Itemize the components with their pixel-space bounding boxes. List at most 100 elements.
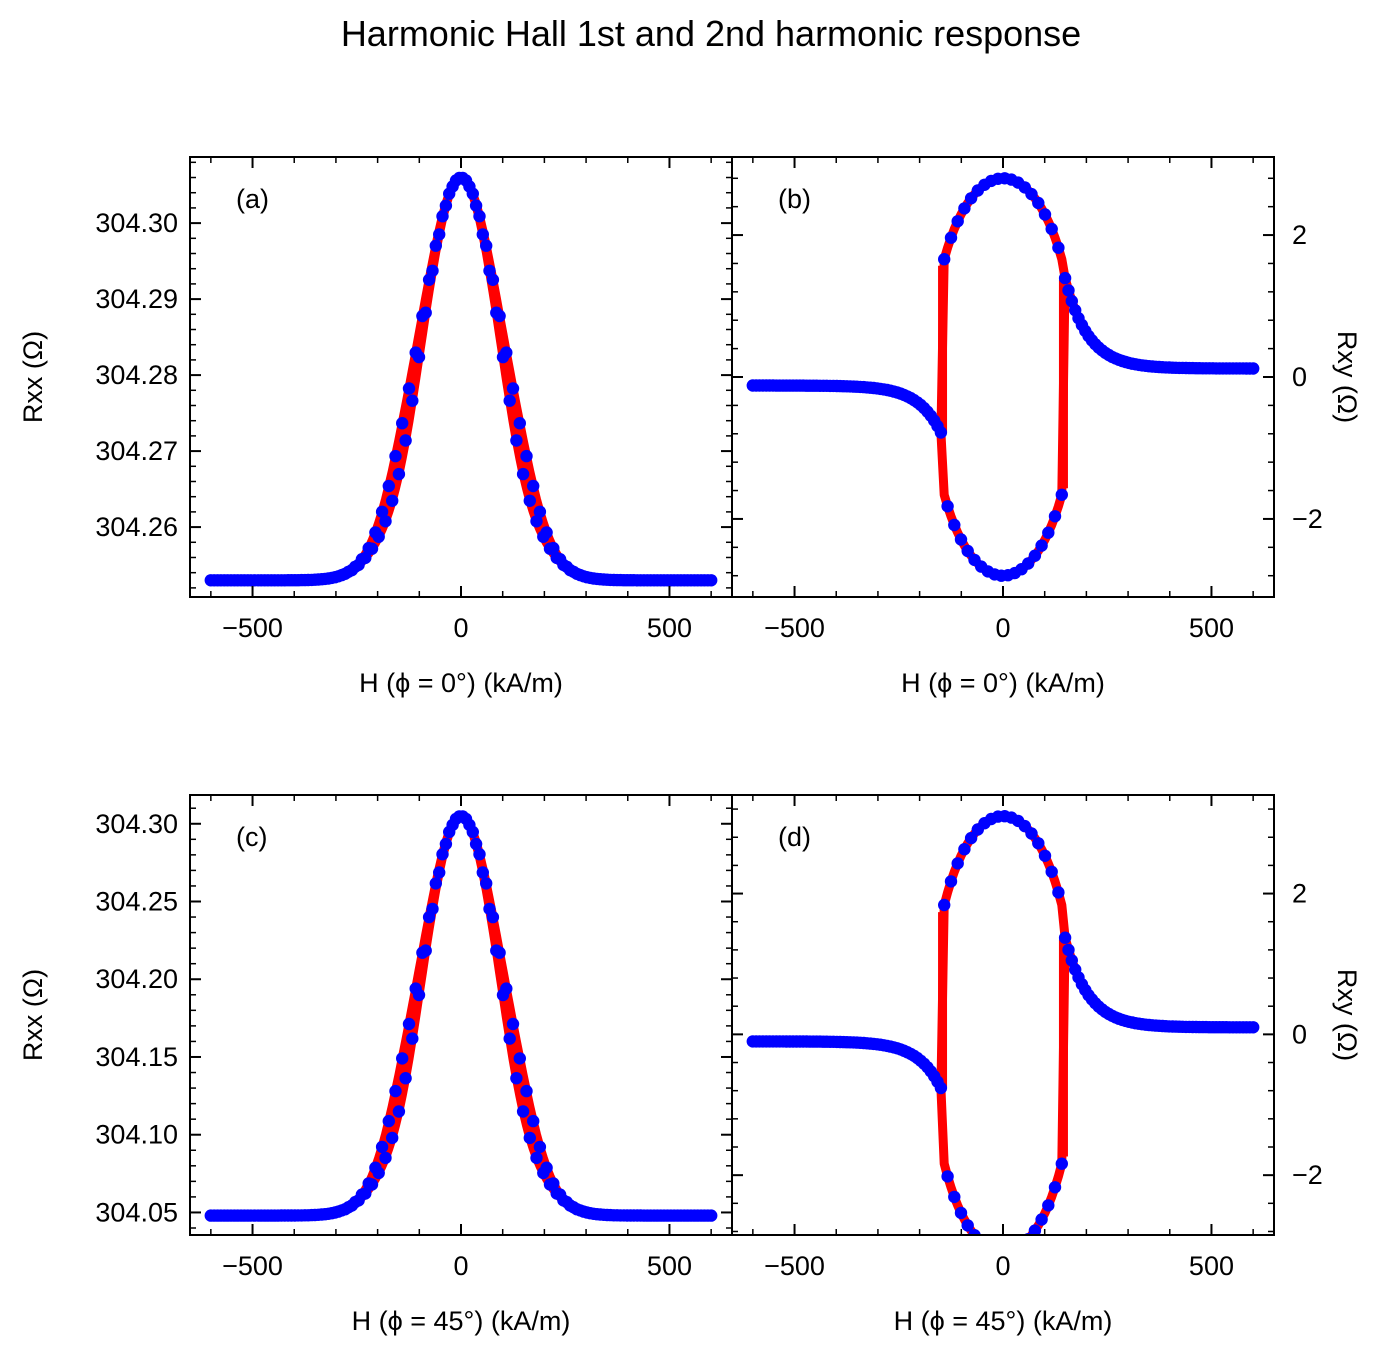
- data-point: [476, 228, 489, 241]
- data-point: [1045, 865, 1058, 878]
- data-point: [375, 1140, 389, 1154]
- data-point: [503, 394, 516, 407]
- data-point: [948, 518, 961, 532]
- data-point: [961, 1219, 974, 1232]
- data-point: [533, 505, 547, 518]
- y-tick-label: 304.05: [95, 1197, 178, 1227]
- data-point: [476, 866, 489, 879]
- figure-title: Harmonic Hall 1st and 2nd harmonic respo…: [341, 13, 1081, 54]
- plot-area: [204, 171, 718, 587]
- data-point: [924, 1065, 937, 1078]
- y-tick-label: 2: [1292, 220, 1307, 250]
- data-point: [543, 1178, 557, 1191]
- y-tick-label: 304.26: [95, 512, 178, 542]
- panel-label: (c): [236, 822, 267, 852]
- x-tick-label: 0: [995, 613, 1010, 643]
- x-tick-label: 0: [995, 1251, 1010, 1281]
- data-point: [1065, 294, 1079, 308]
- data-point: [513, 1052, 526, 1065]
- data-point: [941, 1170, 954, 1183]
- data-point: [389, 1084, 402, 1098]
- series-line: [209, 811, 713, 1221]
- data-point: [433, 866, 446, 879]
- data-point: [510, 1072, 523, 1085]
- y-axis-label: Rxx (Ω): [18, 969, 48, 1061]
- data-point: [469, 837, 483, 851]
- panel-label: (d): [778, 822, 811, 852]
- data-point: [1058, 931, 1072, 944]
- x-axis-label: H (ϕ = 45°) (kA/m): [352, 1306, 571, 1336]
- data-point: [409, 346, 422, 359]
- data-point: [379, 1151, 392, 1165]
- data-point: [1247, 1021, 1260, 1034]
- y-tick-label: 304.29: [95, 284, 178, 314]
- data-point: [362, 541, 375, 555]
- series-line: [751, 173, 1255, 437]
- data-point: [389, 449, 402, 463]
- series-line: [751, 933, 1255, 1235]
- data-point: [948, 1190, 961, 1204]
- data-point: [386, 494, 399, 507]
- data-point: [1055, 488, 1069, 501]
- x-tick-label: 500: [647, 613, 692, 643]
- data-point: [1025, 187, 1038, 201]
- data-point: [503, 1032, 516, 1045]
- data-point: [1035, 539, 1048, 552]
- data-point: [429, 877, 442, 890]
- y-tick-label: 304.30: [95, 208, 178, 238]
- x-axis-label: H (ϕ = 0°) (kA/m): [901, 668, 1105, 698]
- data-point: [958, 202, 971, 215]
- y-tick-label: 304.30: [95, 809, 178, 839]
- panels-container: −500 0 500 304.26 304.27 304.28 304.29 304.30 H …: [18, 156, 1362, 1336]
- data-point: [456, 171, 469, 185]
- data-point: [436, 848, 449, 861]
- data-point: [1045, 222, 1058, 236]
- x-tick-label: −500: [222, 1251, 283, 1281]
- data-point: [1247, 362, 1260, 375]
- data-point: [1042, 1199, 1055, 1212]
- data-point: [1052, 241, 1065, 254]
- data-point: [429, 239, 442, 252]
- data-point: [527, 1114, 540, 1128]
- x-axis-label: H (ϕ = 0°) (kA/m): [359, 668, 563, 698]
- plot-area: [204, 810, 718, 1222]
- data-point: [392, 1105, 406, 1118]
- data-point: [1035, 1213, 1048, 1226]
- data-point: [938, 898, 951, 912]
- data-point: [1032, 837, 1045, 850]
- data-point: [705, 1209, 718, 1222]
- data-point: [931, 419, 944, 433]
- plot-area: [746, 172, 1260, 582]
- x-tick-label: −500: [764, 613, 825, 643]
- data-point: [951, 215, 964, 228]
- y-tick-label: 2: [1292, 879, 1307, 909]
- data-point: [1025, 827, 1038, 840]
- data-point: [490, 944, 503, 957]
- y-tick-label: 304.15: [95, 1042, 178, 1072]
- series-line: [209, 811, 713, 1221]
- data-point: [406, 1032, 419, 1045]
- x-tick-label: 0: [453, 1251, 468, 1281]
- data-point: [463, 180, 476, 193]
- data-point: [496, 350, 510, 364]
- data-point: [530, 1151, 543, 1165]
- data-point: [944, 875, 958, 888]
- data-point: [422, 910, 436, 924]
- series-line: [209, 173, 713, 585]
- data-point: [1062, 943, 1075, 957]
- data-point: [386, 1131, 399, 1145]
- data-point: [1042, 526, 1055, 539]
- data-point: [537, 530, 550, 543]
- data-point: [924, 409, 937, 422]
- panel-d: −500 0 500 −2 0 2 H (ϕ = 45°) (kA/m) Rxy (Ω) (d): [731, 794, 1362, 1336]
- data-point: [1079, 324, 1092, 338]
- data-point: [473, 210, 486, 223]
- data-point: [516, 467, 530, 481]
- x-tick-label: 500: [1189, 1251, 1234, 1281]
- data-point: [396, 1052, 409, 1065]
- data-point: [975, 1236, 987, 1248]
- x-axis-label: H (ϕ = 45°) (kA/m): [894, 1306, 1113, 1336]
- axes-frame: [731, 794, 1275, 1236]
- data-point: [523, 494, 536, 507]
- y-tick-label: 0: [1292, 362, 1307, 392]
